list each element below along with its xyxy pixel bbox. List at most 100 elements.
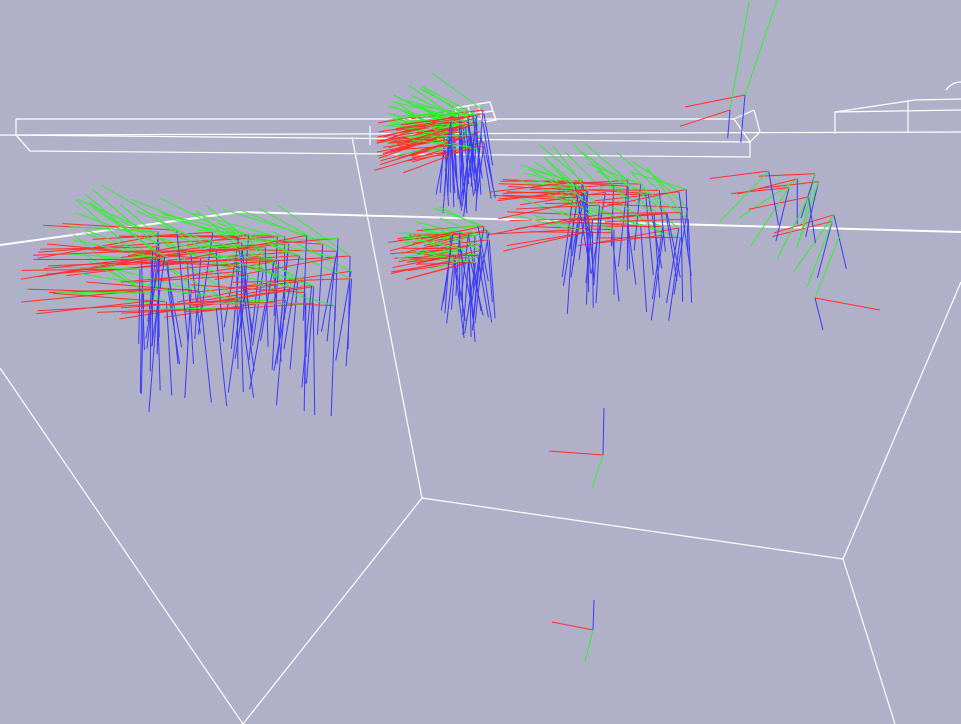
- pose-x-axis: [488, 229, 573, 235]
- pose-y-axis: [217, 222, 300, 257]
- pose-z-axis: [453, 261, 465, 339]
- pose-z-axis: [486, 229, 493, 302]
- pose-x-axis: [43, 255, 165, 270]
- pose-z-axis: [447, 122, 451, 196]
- pose-x-axis: [758, 173, 816, 177]
- pose-x-axis: [507, 211, 588, 216]
- pose-x-axis: [509, 218, 593, 221]
- pose-y-axis: [177, 302, 266, 305]
- pose-z-axis: [611, 232, 620, 302]
- pose-y-axis: [203, 268, 291, 288]
- pose-z-axis: [460, 234, 469, 300]
- pose-z-axis: [301, 285, 313, 388]
- pose-z-axis: [592, 599, 595, 631]
- pose-z-axis: [184, 289, 192, 398]
- pose-y-axis: [793, 214, 835, 273]
- pose-y-axis: [617, 200, 664, 236]
- right-box-curl: [945, 81, 961, 91]
- pose-y-axis: [584, 143, 629, 181]
- pose-y-axis: [166, 251, 241, 301]
- pose-z-axis: [574, 182, 589, 259]
- pose-y-axis: [584, 629, 594, 663]
- pose-y-axis: [719, 170, 769, 222]
- pose-y-axis: [420, 85, 478, 116]
- pose-x-axis: [406, 147, 479, 162]
- pose-z-axis: [166, 301, 173, 396]
- pose-z-axis: [633, 184, 642, 251]
- pose-y-axis: [415, 221, 469, 235]
- floor-edge-left: [0, 367, 244, 724]
- pose-z-axis: [816, 221, 833, 279]
- upper-box-right-c: [753, 109, 761, 133]
- pose-x-axis: [548, 450, 604, 456]
- pose-z-axis: [446, 259, 455, 324]
- pose-z-axis: [808, 196, 816, 244]
- pose-z-axis: [653, 213, 661, 298]
- pose-z-axis: [800, 173, 816, 219]
- pose-z-axis: [768, 171, 780, 225]
- pose-x-axis: [607, 203, 688, 209]
- pose-x-axis: [120, 242, 242, 258]
- pose-y-axis: [91, 206, 166, 257]
- pose-x-axis: [600, 188, 687, 208]
- pose-y-axis: [433, 207, 485, 227]
- pose-y-axis: [84, 229, 168, 262]
- pose-y-axis: [259, 208, 338, 252]
- pose-z-axis: [249, 303, 266, 390]
- pose-z-axis: [435, 129, 450, 195]
- pose-y-axis: [552, 145, 589, 192]
- pose-x-axis: [374, 148, 446, 171]
- pose-z-axis: [467, 123, 479, 189]
- pose-z-axis: [272, 262, 282, 362]
- pose-y-axis: [240, 252, 314, 304]
- pose-z-axis: [627, 223, 637, 285]
- pose-y-axis: [620, 177, 667, 214]
- pose-x-axis: [679, 109, 731, 127]
- pose-z-axis: [227, 299, 242, 393]
- pose-y-axis: [159, 197, 240, 238]
- pose-y-axis: [408, 84, 462, 122]
- pose-z-axis: [665, 212, 678, 282]
- pose-y-axis: [424, 225, 478, 232]
- pose-x-axis: [376, 138, 449, 153]
- floor-edge-center: [421, 497, 844, 560]
- pose-z-axis: [264, 247, 269, 347]
- pose-z-axis: [271, 259, 280, 370]
- pose-z-axis: [240, 307, 255, 398]
- pose-z-axis: [471, 250, 482, 331]
- pose-y-axis: [576, 196, 628, 224]
- pose-y-axis: [82, 252, 158, 301]
- pose-y-axis: [101, 184, 178, 231]
- pose-y-axis: [153, 288, 242, 300]
- pose-x-axis: [379, 142, 451, 166]
- pose-z-axis: [474, 255, 483, 324]
- pose-z-axis: [330, 305, 336, 417]
- pose-y-axis: [591, 454, 604, 489]
- pose-z-axis: [590, 192, 606, 274]
- pose-z-axis: [463, 147, 473, 217]
- pose-y-axis: [587, 163, 641, 185]
- pose-x-axis: [47, 243, 160, 255]
- pose-x-axis: [52, 292, 167, 303]
- pose-y-axis: [729, 1, 750, 111]
- pose-z-axis: [223, 237, 240, 328]
- pose-z-axis: [326, 257, 336, 342]
- pose-y-axis: [409, 139, 473, 148]
- pose-x-axis: [62, 223, 177, 231]
- pose-y-axis: [227, 258, 312, 286]
- pose-x-axis: [760, 181, 819, 189]
- pose-z-axis: [345, 278, 353, 367]
- pose-z-axis: [278, 243, 290, 339]
- pose-y-axis: [92, 188, 160, 248]
- pose-x-axis: [685, 94, 746, 108]
- pose-z-axis: [240, 242, 243, 329]
- pose-x-axis: [773, 214, 835, 234]
- pose-z-axis: [658, 190, 666, 252]
- pose-z-axis: [561, 200, 573, 278]
- pose-x-axis: [87, 248, 201, 259]
- pose-z-axis: [139, 290, 143, 393]
- pose-y-axis: [84, 193, 153, 251]
- pose-y-axis: [564, 151, 606, 193]
